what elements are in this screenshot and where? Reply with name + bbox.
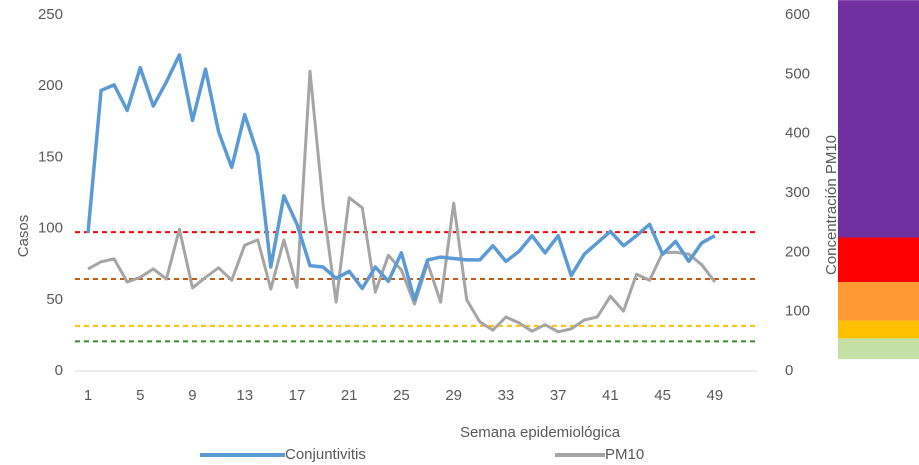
y2-tick-label: 300: [785, 184, 810, 201]
x-tick-label: 33: [498, 387, 515, 404]
pm10-band: [838, 237, 919, 282]
y-tick-label: 150: [38, 148, 63, 165]
pm10-band: [838, 320, 919, 339]
x-tick-label: 37: [550, 387, 567, 404]
y-axis-label: Casos: [15, 215, 32, 258]
x-tick-label: 5: [136, 387, 144, 404]
x-axis-label: Semana epidemiológica: [460, 424, 621, 441]
pm10-band: [838, 282, 919, 321]
x-tick-label: 21: [341, 387, 358, 404]
x-tick-label: 45: [654, 387, 671, 404]
y-tick-label: 100: [38, 220, 63, 237]
pm10-band: [838, 0, 919, 238]
x-tick-label: 41: [602, 387, 619, 404]
x-tick-label: 17: [289, 387, 306, 404]
y2-tick-label: 100: [785, 303, 810, 320]
x-tick-label: 13: [236, 387, 253, 404]
y2-tick-label: 400: [785, 125, 810, 142]
y2-tick-label: 600: [785, 6, 810, 23]
legend-label: PM10: [605, 446, 644, 463]
y-tick-label: 0: [55, 362, 63, 379]
y-tick-label: 50: [46, 291, 63, 308]
pm10-band: [838, 338, 919, 360]
series-line: [86, 53, 716, 302]
x-tick-label: 9: [188, 387, 196, 404]
y2-tick-label: 0: [785, 362, 793, 379]
legend-label: Conjuntivitis: [285, 446, 366, 463]
y-tick-label: 250: [38, 6, 63, 23]
y2-axis-label: Concentración PM10: [823, 135, 840, 275]
series-line: [87, 69, 717, 334]
x-tick-label: 29: [445, 387, 462, 404]
x-tick-label: 1: [84, 387, 92, 404]
y2-tick-label: 500: [785, 65, 810, 82]
x-tick-label: 25: [393, 387, 410, 404]
y2-tick-label: 200: [785, 243, 810, 260]
x-tick-label: 49: [707, 387, 724, 404]
y-tick-label: 200: [38, 77, 63, 94]
